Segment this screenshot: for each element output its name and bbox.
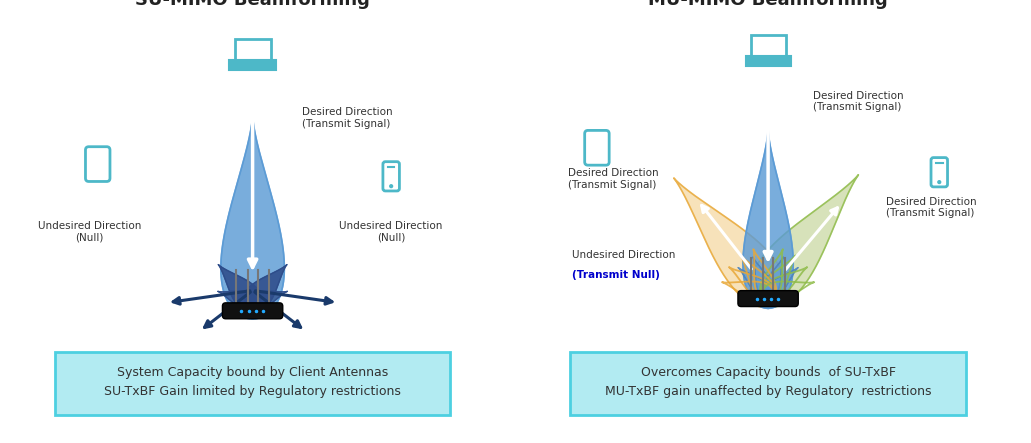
FancyBboxPatch shape [229,60,276,70]
Circle shape [390,185,393,187]
Text: Desired Direction
(Transmit Signal): Desired Direction (Transmit Signal) [301,107,392,128]
Text: System Capacity bound by Client Antennas
SU-TxBF Gain limited by Regulatory rest: System Capacity bound by Client Antennas… [104,366,401,398]
Polygon shape [763,268,798,300]
FancyBboxPatch shape [55,352,451,415]
FancyBboxPatch shape [570,352,966,415]
FancyBboxPatch shape [738,291,798,307]
Text: Desired Direction
(Transmit Signal): Desired Direction (Transmit Signal) [568,168,659,190]
Polygon shape [738,268,773,300]
Polygon shape [221,115,285,319]
Circle shape [938,181,940,183]
Polygon shape [248,291,288,310]
Text: Undesired Direction
(Null): Undesired Direction (Null) [339,221,443,243]
FancyBboxPatch shape [585,130,609,165]
FancyBboxPatch shape [223,303,282,319]
Title: SU-MIMO Beamforming: SU-MIMO Beamforming [135,0,370,9]
FancyBboxPatch shape [751,35,786,61]
Polygon shape [219,264,261,310]
FancyBboxPatch shape [235,39,270,65]
FancyBboxPatch shape [244,60,261,67]
Title: MU-MIMO Beamforming: MU-MIMO Beamforming [648,0,888,9]
Polygon shape [751,175,859,307]
Polygon shape [762,257,784,299]
Polygon shape [218,291,257,310]
Polygon shape [743,129,793,308]
FancyBboxPatch shape [745,56,791,66]
Text: Undesired Direction
(Null): Undesired Direction (Null) [38,221,141,243]
Text: Undesired Direction: Undesired Direction [572,250,676,260]
Text: Desired Direction
(Transmit Signal): Desired Direction (Transmit Signal) [812,91,903,113]
Text: (Transmit Null): (Transmit Null) [572,270,660,280]
FancyBboxPatch shape [86,147,110,182]
FancyBboxPatch shape [383,162,399,191]
FancyBboxPatch shape [931,158,947,187]
Text: Overcomes Capacity bounds  of SU-TxBF
MU-TxBF gain unaffected by Regulatory  res: Overcomes Capacity bounds of SU-TxBF MU-… [605,366,931,398]
Polygon shape [753,257,774,299]
Polygon shape [674,178,786,307]
Polygon shape [244,264,287,310]
FancyBboxPatch shape [761,56,775,63]
Text: Desired Direction
(Transmit Signal): Desired Direction (Transmit Signal) [887,197,977,218]
